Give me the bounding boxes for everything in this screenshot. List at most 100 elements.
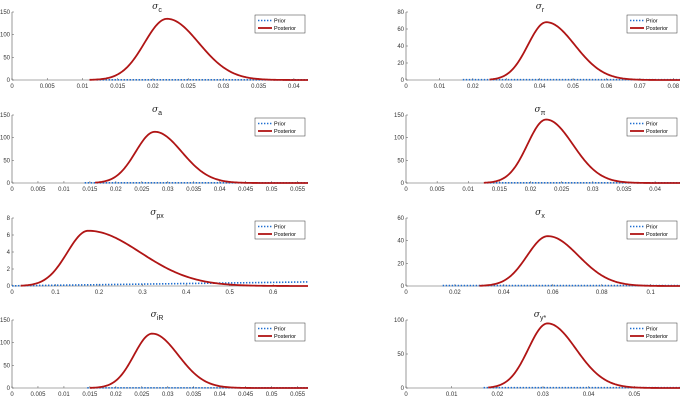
x-tick-label: 0.05 — [266, 187, 278, 193]
x-tick-label: 0.015 — [110, 84, 126, 90]
y-tick-label: 100 — [394, 136, 405, 142]
y-tick-label: 0 — [7, 386, 11, 392]
legend-prior-label: Prior — [646, 122, 658, 128]
y-tick-label: 100 — [0, 341, 11, 347]
chart-title: σiR — [151, 310, 164, 322]
x-tick-label: 0.015 — [82, 392, 98, 398]
x-tick-label: 0.08 — [596, 290, 608, 296]
x-tick-label: 0 — [404, 392, 408, 398]
x-tick-label: 0 — [10, 84, 14, 90]
x-tick-label: 0 — [10, 392, 14, 398]
posterior-line — [89, 17, 308, 81]
chart-title-subscript: y* — [540, 315, 547, 322]
x-tick-label: 0.005 — [430, 187, 446, 193]
x-tick-label: 0.005 — [30, 392, 46, 398]
x-tick-label: 0.05 — [567, 84, 579, 90]
prior-line — [11, 281, 309, 287]
chart-panel: 0 0.02 0.04 0.06 0.08 0.1 0 20 40 60 σx PriorPoster… — [397, 208, 681, 296]
legend-prior-label: Prior — [646, 19, 658, 25]
x-tick-label: 0.035 — [251, 84, 267, 90]
x-tick-label: 0.04 — [498, 290, 510, 296]
x-tick-label: 0.055 — [290, 187, 306, 193]
legend-posterior-label: Posterior — [646, 232, 668, 238]
x-tick-label: 0 — [404, 84, 408, 90]
y-tick-label: 0 — [7, 181, 11, 187]
x-tick-label: 0.015 — [82, 187, 98, 193]
y-tick-label: 6 — [7, 233, 11, 239]
y-tick-label: 8 — [7, 216, 11, 222]
x-tick-label: 0.04 — [214, 187, 226, 193]
legend-prior-label: Prior — [274, 122, 286, 128]
posterior-line — [95, 130, 308, 184]
y-tick-label: 60 — [397, 27, 404, 33]
x-tick-label: 0.01 — [446, 392, 458, 398]
posterior-line — [483, 118, 680, 184]
posterior-line — [488, 322, 680, 389]
y-tick-label: 100 — [0, 33, 11, 39]
y-tick-label: 100 — [0, 136, 11, 142]
x-tick-label: 0.03 — [587, 187, 599, 193]
x-tick-label: 0.06 — [601, 84, 613, 90]
x-tick-label: 0.4 — [182, 290, 191, 296]
x-tick-label: 0.02 — [110, 392, 122, 398]
posterior-line — [20, 229, 308, 287]
x-tick-label: 0.025 — [134, 392, 150, 398]
x-tick-label: 0.045 — [238, 187, 254, 193]
x-tick-label: 0.1 — [51, 290, 60, 296]
y-tick-label: 50 — [3, 363, 10, 369]
chart-panel: 0 0.005 0.01 0.015 0.02 0.025 0.03 0.035 0.04 0 50… — [394, 105, 680, 193]
chart-panel: 0 0.005 0.01 0.015 0.02 0.025 0.03 0.035 0.04 0.0… — [0, 105, 308, 193]
x-tick-label: 0.005 — [30, 187, 46, 193]
chart-title: σy* — [534, 310, 547, 322]
x-tick-label: 0.02 — [467, 84, 479, 90]
chart-title: σπ — [535, 105, 546, 117]
chart-title: σx — [535, 208, 545, 220]
x-tick-label: 0.04 — [288, 84, 300, 90]
x-tick-label: 0.04 — [649, 187, 661, 193]
x-tick-label: 0.03 — [537, 392, 549, 398]
x-tick-label: 0.01 — [58, 187, 70, 193]
x-tick-label: 0.03 — [162, 187, 174, 193]
x-tick-label: 0.08 — [667, 84, 679, 90]
y-tick-label: 0 — [7, 78, 11, 84]
x-tick-label: 0.035 — [616, 187, 632, 193]
x-tick-label: 0.05 — [266, 392, 278, 398]
x-tick-label: 0.03 — [162, 392, 174, 398]
x-tick-label: 0 — [404, 187, 408, 193]
x-tick-label: 0 — [404, 290, 408, 296]
x-tick-label: 0.04 — [534, 84, 546, 90]
chart-panel: 0 0.1 0.2 0.3 0.4 0.5 0.6 0 2 4 6 8 σpx PriorPosterio… — [7, 208, 309, 296]
chart-panel: 0 0.005 0.01 0.015 0.02 0.025 0.03 0.035 0.04 0 50… — [0, 2, 308, 90]
x-tick-label: 0.02 — [449, 290, 461, 296]
legend-posterior-label: Posterior — [646, 26, 668, 32]
chart-title-subscript: π — [541, 110, 546, 117]
y-tick-label: 0 — [401, 284, 405, 290]
x-tick-label: 0.015 — [492, 187, 508, 193]
posterior-line — [89, 332, 308, 389]
x-tick-label: 0.06 — [547, 290, 559, 296]
x-tick-label: 0.3 — [138, 290, 147, 296]
posterior-line — [479, 235, 681, 287]
y-tick-label: 150 — [394, 113, 405, 119]
x-tick-label: 0.04 — [214, 392, 226, 398]
x-tick-label: 0.025 — [134, 187, 150, 193]
chart-title-subscript: a — [158, 110, 162, 117]
y-tick-label: 50 — [397, 352, 404, 358]
legend-prior-label: Prior — [274, 327, 286, 333]
chart-title: σc — [152, 2, 162, 14]
x-tick-label: 0.5 — [225, 290, 234, 296]
x-tick-label: 0 — [10, 290, 14, 296]
chart-title-subscript: iR — [157, 315, 164, 322]
y-tick-label: 150 — [0, 113, 11, 119]
x-tick-label: 0.02 — [110, 187, 122, 193]
y-tick-label: 50 — [3, 158, 10, 164]
x-tick-label: 0.02 — [491, 392, 503, 398]
y-tick-label: 150 — [0, 10, 11, 16]
x-tick-label: 0.04 — [583, 392, 595, 398]
posterior-line — [489, 21, 680, 81]
chart-panel: 0 0.005 0.01 0.015 0.02 0.025 0.03 0.035 0.04 0.0… — [0, 310, 308, 398]
chart-title: σpx — [150, 208, 164, 220]
y-tick-label: 80 — [397, 10, 404, 16]
x-tick-label: 0.07 — [634, 84, 646, 90]
legend-prior-label: Prior — [274, 225, 286, 231]
